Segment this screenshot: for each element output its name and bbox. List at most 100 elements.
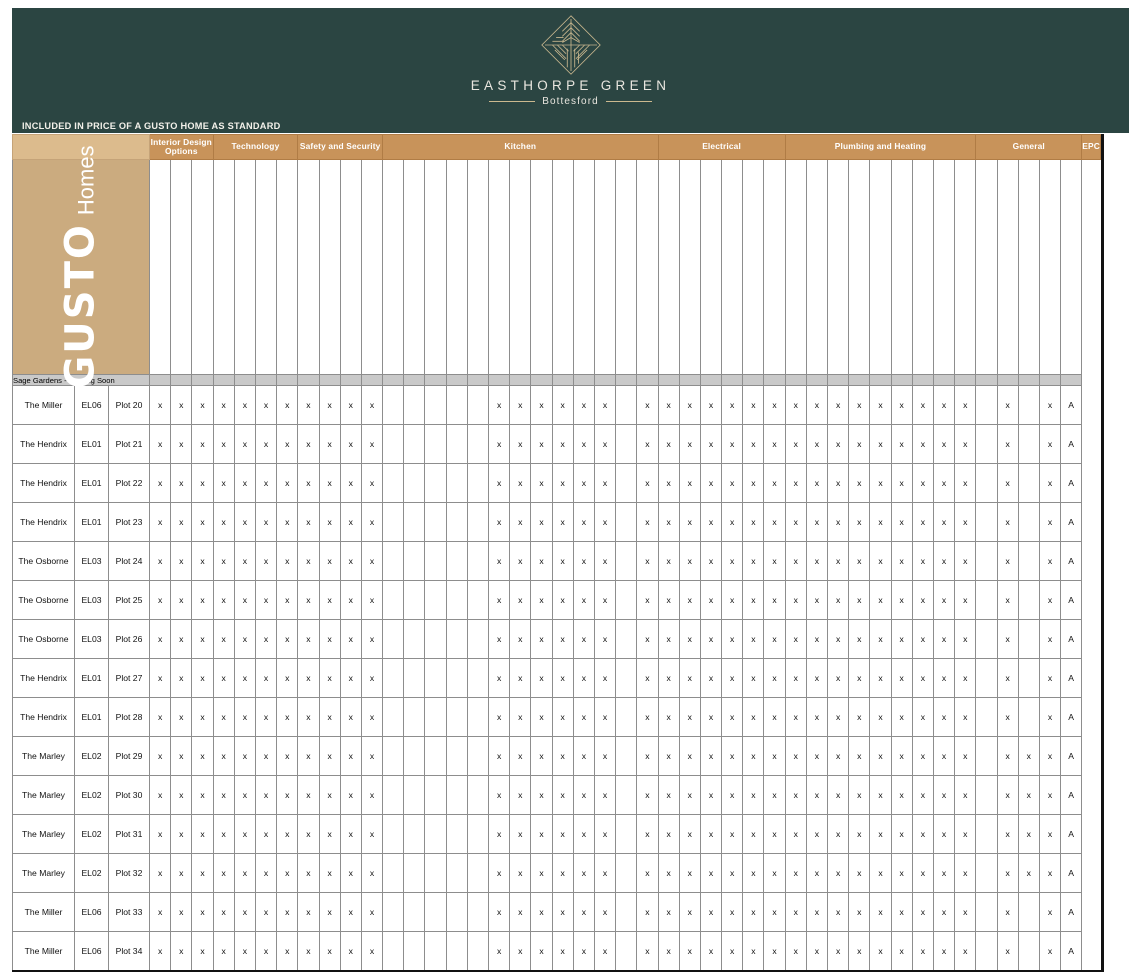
feature-mark-16: x: [487, 853, 511, 893]
feature-mark-13: [424, 385, 447, 425]
table-row[interactable]: The Hendrix EL01 Plot 27 x x x x x x x x x x x x x x x x x x…: [12, 658, 1103, 698]
feature-mark-30: x: [784, 775, 807, 815]
feature-mark-40: x: [996, 502, 1019, 542]
feature-mark-26: x: [699, 775, 723, 815]
plot-number: Plot 20: [108, 385, 150, 425]
table-row[interactable]: The Miller EL06 Plot 34 x x x x x x x x x x x x x x x x x x x…: [12, 931, 1103, 971]
feature-mark-0: x: [148, 931, 172, 971]
feature-mark-37: x: [932, 697, 956, 737]
feature-mark-17: x: [509, 424, 532, 464]
house-type-name: The Marley: [12, 853, 75, 893]
table-row[interactable]: The Osborne EL03 Plot 25 x x x x x x x x x x x x x x x x x x…: [12, 580, 1103, 620]
feature-mark-10: x: [360, 892, 384, 932]
feature-mark-23: x: [636, 385, 659, 425]
feature-mark-2: x: [191, 775, 214, 815]
feature-mark-26: x: [699, 892, 723, 932]
section-spacer: [657, 374, 680, 386]
feature-header-26: HiB Vegna 50 heated mirror with lighting…: [699, 159, 723, 375]
feature-mark-8: x: [318, 385, 341, 425]
feature-mark-22: [615, 814, 638, 854]
table-row[interactable]: The Marley EL02 Plot 30 x x x x x x x x x x x x x x x x x x x…: [12, 775, 1103, 815]
category-header-row: Interior Design Options Technology Safety …: [12, 134, 1103, 160]
feature-header-8: External LED up and down lighting to fro…: [318, 159, 341, 375]
feature-mark-4: x: [233, 580, 256, 620]
table-row[interactable]: The Hendrix EL01 Plot 21 x x x x x x x x x x x x x x x x x x…: [12, 424, 1103, 464]
table-row[interactable]: The Osborne EL03 Plot 26 x x x x x x x x x x x x x x x x x x…: [12, 619, 1103, 659]
feature-mark-1: x: [170, 775, 193, 815]
feature-mark-28: x: [742, 424, 765, 464]
feature-mark-24: x: [657, 385, 680, 425]
feature-mark-25: x: [678, 814, 701, 854]
feature-mark-11: [382, 463, 405, 503]
table-row[interactable]: The Hendrix EL01 Plot 22 x x x x x x x x x x x x x x x x x x…: [12, 463, 1103, 503]
feature-mark-0: x: [148, 892, 172, 932]
plot-number: Plot 32: [108, 853, 150, 893]
feature-mark-15: [466, 541, 490, 581]
table-row[interactable]: The Miller EL06 Plot 20 x x x x x x x x x x x x x x x x x x x…: [12, 385, 1103, 425]
feature-mark-11: [382, 736, 405, 776]
section-spacer: [572, 374, 595, 386]
feature-mark-26: x: [699, 385, 723, 425]
feature-mark-7: x: [297, 658, 320, 698]
table-row[interactable]: The Marley EL02 Plot 31 x x x x x x x x x x x x x x x x x x x…: [12, 814, 1103, 854]
feature-mark-37: x: [932, 931, 956, 971]
feature-mark-39: [975, 658, 998, 698]
feature-header-row: GUSTO Homes Private appointment with Gusto…: [12, 145, 1103, 389]
feature-mark-3: x: [212, 736, 235, 776]
feature-mark-5: x: [254, 424, 278, 464]
feature-mark-28: x: [742, 697, 765, 737]
feature-mark-30: x: [784, 424, 807, 464]
table-row[interactable]: The Hendrix EL01 Plot 28 x x x x x x x x x x x x x x x x x x…: [12, 697, 1103, 737]
section-spacer: [318, 374, 341, 386]
feature-mark-9: x: [339, 463, 362, 503]
feature-mark-10: x: [360, 541, 384, 581]
feature-mark-5: x: [254, 736, 278, 776]
feature-mark-19: x: [551, 502, 574, 542]
feature-mark-32: x: [826, 658, 850, 698]
feature-mark-7: x: [297, 931, 320, 971]
feature-mark-12: [403, 775, 426, 815]
feature-mark-33: x: [848, 424, 871, 464]
table-row[interactable]: The Miller EL06 Plot 33 x x x x x x x x x x x x x x x x x x x…: [12, 892, 1103, 932]
feature-mark-38: x: [954, 658, 977, 698]
feature-mark-20: x: [572, 736, 595, 776]
feature-mark-13: [424, 892, 447, 932]
feature-mark-37: x: [932, 658, 956, 698]
feature-mark-0: x: [148, 775, 172, 815]
feature-mark-17: x: [509, 853, 532, 893]
feature-mark-40: x: [996, 463, 1019, 503]
feature-mark-37: x: [932, 736, 956, 776]
table-row[interactable]: The Marley EL02 Plot 29 x x x x x x x x x x x x x x x x x x x…: [12, 736, 1103, 776]
table-row[interactable]: The Osborne EL03 Plot 24 x x x x x x x x x x x x x x x x x x…: [12, 541, 1103, 581]
feature-mark-31: x: [805, 697, 829, 737]
feature-mark-6: x: [276, 580, 299, 620]
feature-mark-33: x: [848, 814, 871, 854]
house-type-code: EL01: [74, 502, 109, 542]
table-row[interactable]: The Hendrix EL01 Plot 23 x x x x x x x x x x x x x x x x x x…: [12, 502, 1103, 542]
house-type-code: EL01: [74, 463, 109, 503]
feature-mark-41: [1017, 424, 1040, 464]
section-spacer: [954, 374, 977, 386]
feature-mark-32: x: [826, 814, 850, 854]
feature-mark-41: [1017, 502, 1040, 542]
feature-mark-29: x: [763, 424, 786, 464]
feature-mark-15: [466, 463, 490, 503]
feature-mark-35: x: [890, 580, 913, 620]
feature-mark-28: x: [742, 775, 765, 815]
feature-mark-31: x: [805, 814, 829, 854]
feature-mark-10: x: [360, 814, 384, 854]
feature-mark-12: [403, 736, 426, 776]
feature-header-25: LED downlights to kitchen area and bathr…: [678, 159, 701, 375]
feature-mark-20: x: [572, 619, 595, 659]
feature-mark-18: x: [530, 580, 553, 620]
feature-header-29: Grant Areona ASHP, Grant high performanc…: [763, 159, 786, 375]
feature-mark-38: x: [954, 697, 977, 737]
section-spacer: [233, 374, 256, 386]
feature-mark-19: x: [551, 931, 574, 971]
table-row[interactable]: The Marley EL02 Plot 32 x x x x x x x x x x x x x x x x x x x…: [12, 853, 1103, 893]
feature-mark-27: x: [721, 814, 744, 854]
feature-mark-12: [403, 502, 426, 542]
feature-mark-0: x: [148, 814, 172, 854]
feature-mark-23: x: [636, 892, 659, 932]
feature-mark-29: x: [763, 541, 786, 581]
